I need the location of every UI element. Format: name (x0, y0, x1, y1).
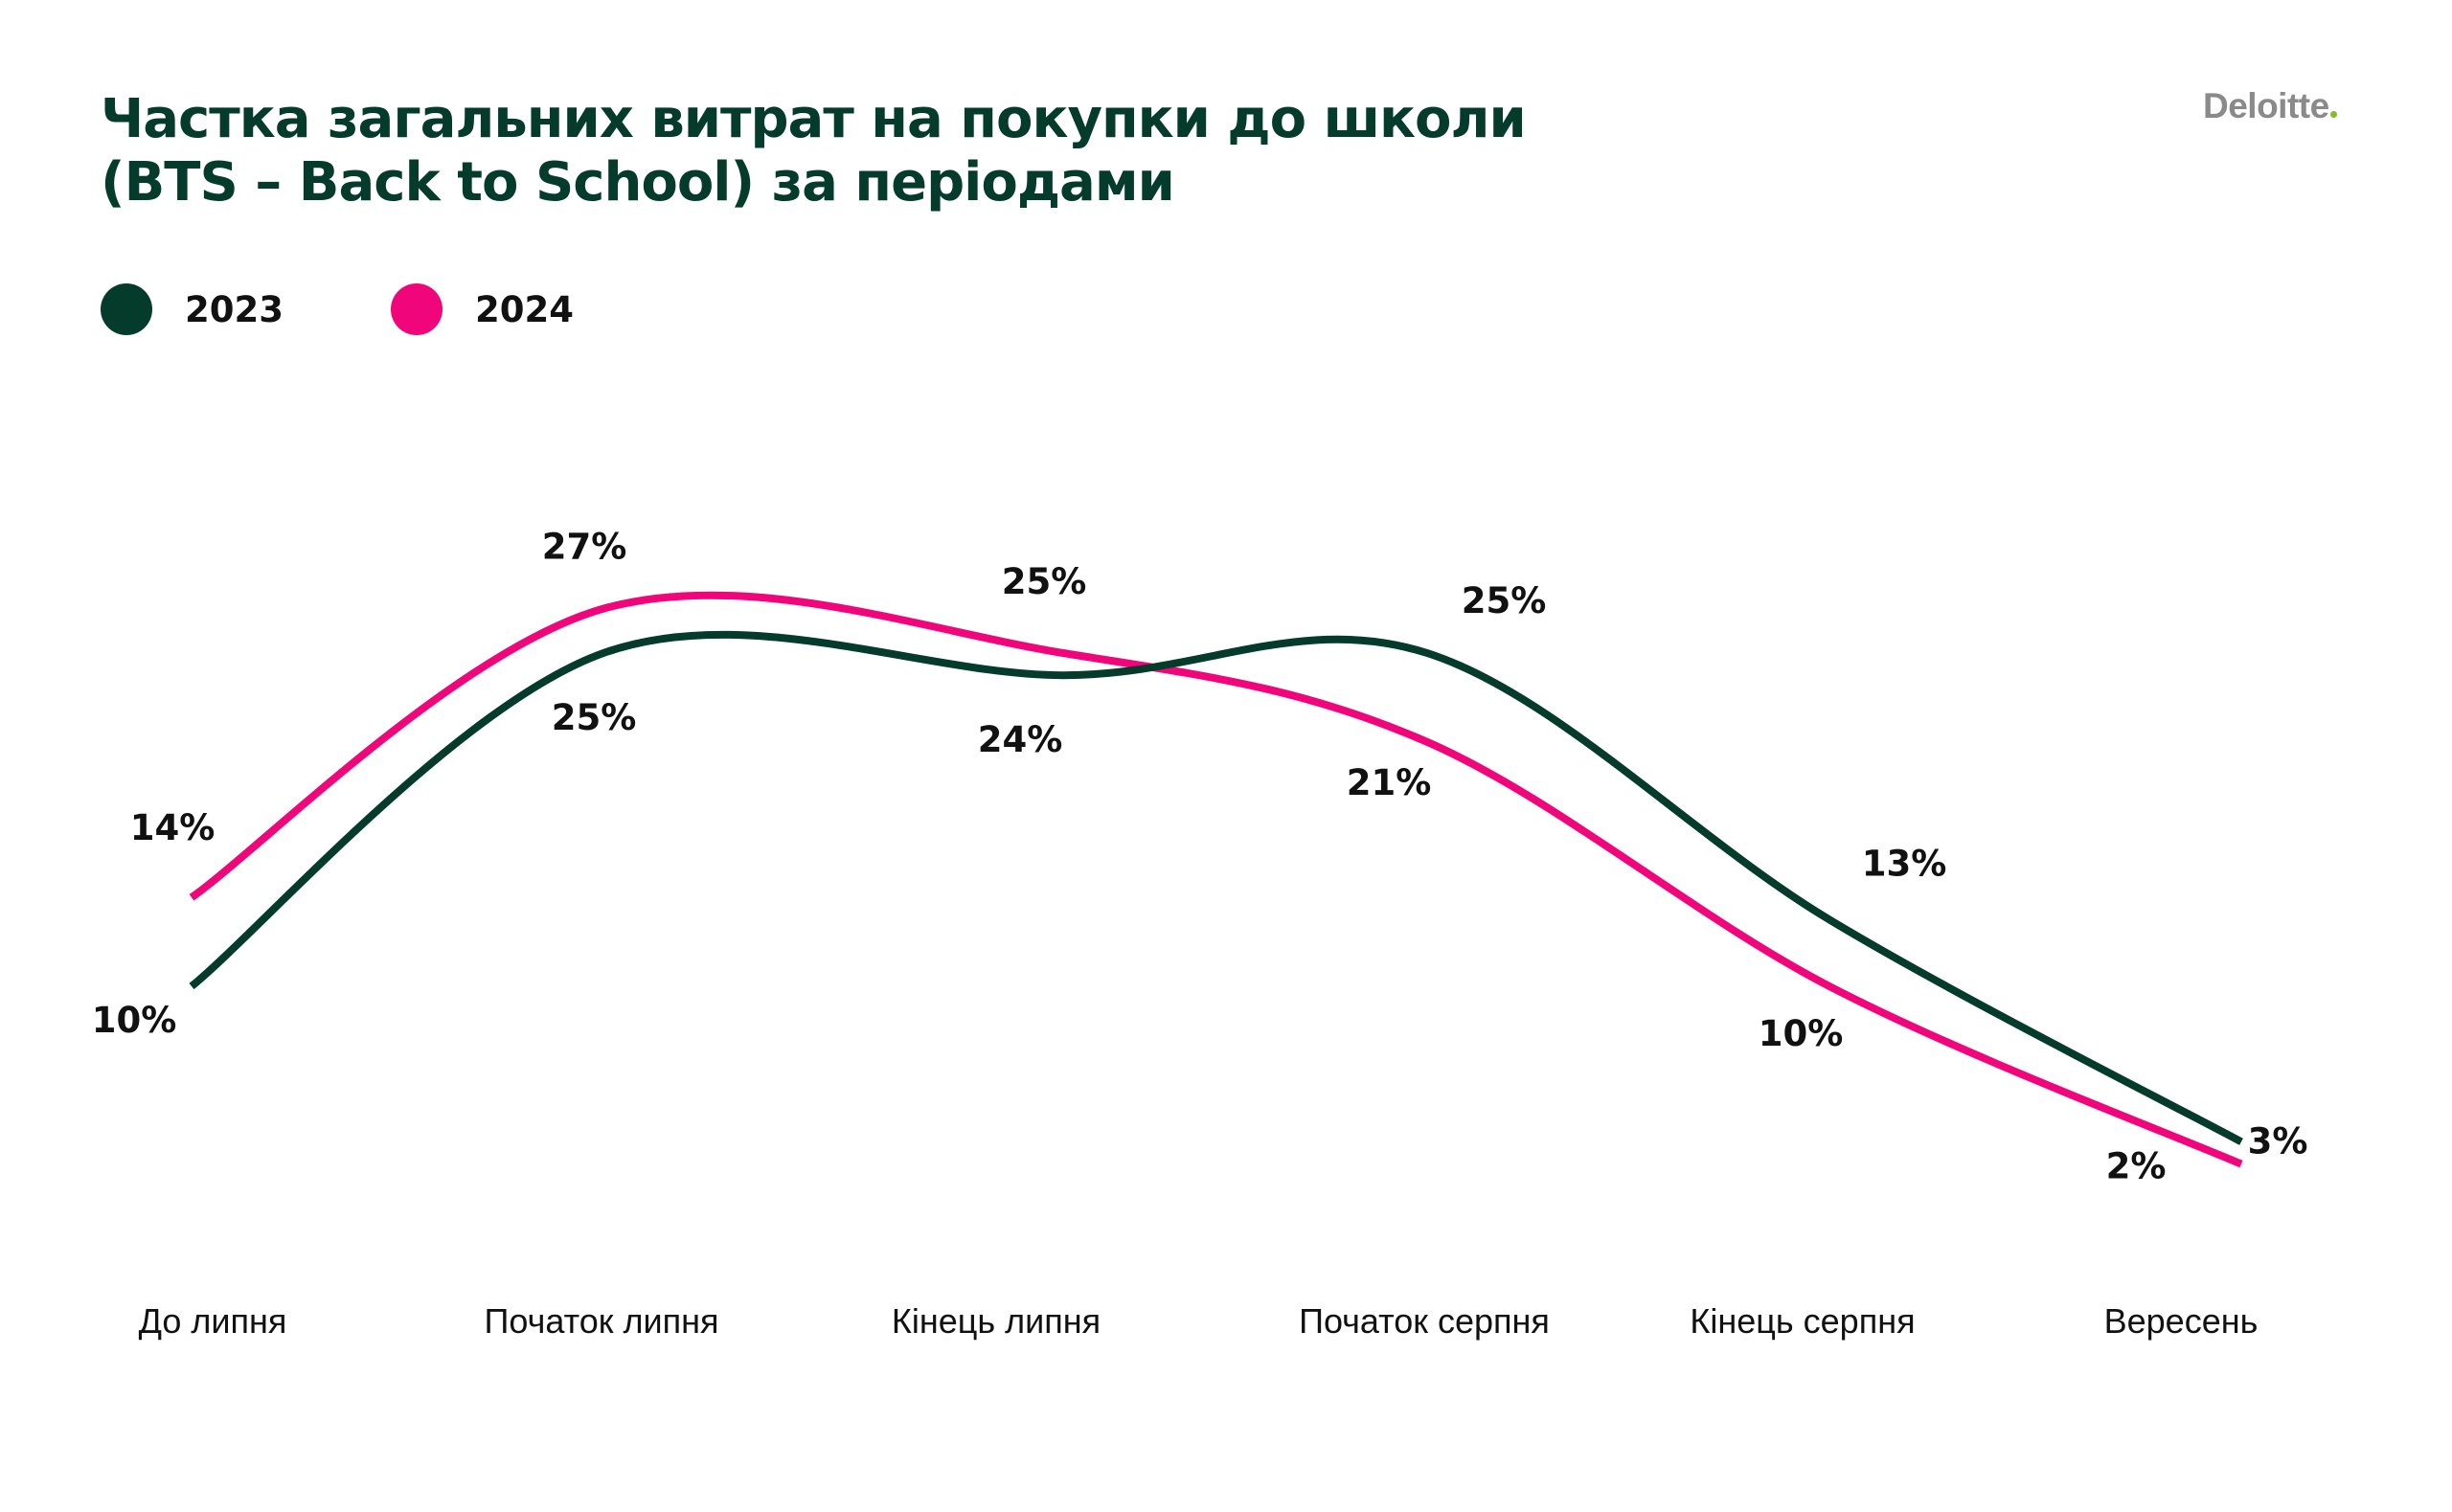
data-label-2023-1: 25% (552, 697, 637, 738)
logo-text: Deloitte (2203, 86, 2329, 125)
logo-dot-icon (2329, 111, 2337, 118)
data-label-2023-5: 3% (2248, 1120, 2308, 1162)
category-label-2: Кінець липня (892, 1301, 1101, 1341)
legend: 2023 2024 (101, 283, 681, 335)
data-label-2023-4: 13% (1862, 843, 1947, 884)
data-label-2024-1: 27% (542, 527, 627, 568)
category-label-3: Початок серпня (1299, 1301, 1550, 1341)
chart-title-line-1: Частка загальних витрат на покупки до шк… (101, 88, 1527, 150)
data-label-2023-2: 24% (978, 719, 1063, 760)
data-label-2024-2: 25% (1002, 561, 1087, 602)
series-line-2023 (189, 630, 2243, 1145)
chart-title-line-2: (BTS – Back to School) за періодами (101, 151, 1175, 214)
data-label-2024-5: 2% (2106, 1146, 2167, 1187)
data-label-2023-0: 10% (92, 1000, 177, 1041)
category-label-5: Вересень (2104, 1301, 2259, 1341)
data-label-2024-4: 10% (1759, 1013, 1844, 1054)
category-label-4: Кінець серпня (1690, 1301, 1915, 1341)
legend-label-2023: 2023 (185, 288, 284, 330)
legend-item-2023: 2023 (101, 283, 284, 335)
deloitte-logo: Deloitte (2203, 86, 2337, 126)
data-label-2024-3: 21% (1347, 762, 1432, 803)
category-label-1: Початок липня (485, 1301, 719, 1341)
legend-marker-2023-icon (101, 283, 152, 335)
legend-label-2024: 2024 (474, 288, 574, 330)
series-line-2024 (189, 591, 2243, 1168)
data-label-2023-3: 25% (1462, 580, 1547, 621)
chart-title: Частка загальних витрат на покупки до шк… (101, 88, 1920, 214)
data-label-2024-0: 14% (130, 807, 216, 848)
legend-item-2024: 2024 (390, 283, 574, 335)
legend-marker-2024-icon (390, 283, 443, 335)
category-label-0: До липня (139, 1301, 287, 1341)
